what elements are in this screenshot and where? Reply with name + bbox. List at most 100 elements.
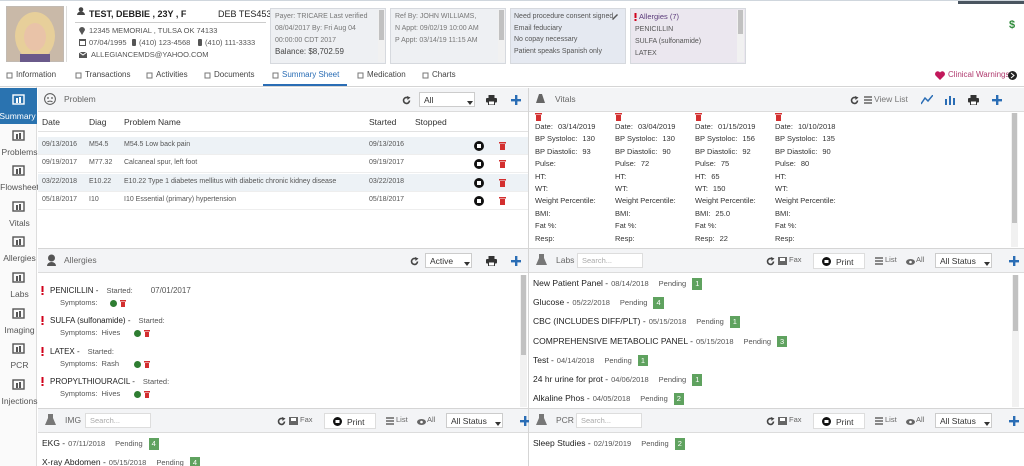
sidebar-item[interactable]: Summary bbox=[0, 111, 36, 121]
view-list-button[interactable]: View List bbox=[874, 94, 908, 104]
add-button[interactable] bbox=[511, 95, 521, 105]
edit-icon[interactable] bbox=[611, 12, 619, 20]
sidebar-item[interactable]: Flowsheet bbox=[0, 182, 39, 193]
approve-button[interactable] bbox=[134, 360, 141, 368]
tab[interactable]: Documents bbox=[214, 70, 255, 79]
refresh-button[interactable] bbox=[850, 96, 859, 105]
delete-button[interactable] bbox=[144, 390, 150, 398]
all-button[interactable]: All bbox=[916, 255, 925, 264]
arrow-icon[interactable] bbox=[1008, 71, 1017, 80]
approve-button[interactable] bbox=[110, 300, 117, 307]
tab-icon bbox=[422, 72, 429, 79]
add-button[interactable] bbox=[1009, 416, 1019, 426]
tab[interactable]: Information bbox=[16, 70, 57, 79]
delete-button[interactable] bbox=[499, 196, 506, 205]
filter-select[interactable]: All Status bbox=[935, 413, 992, 428]
add-button[interactable] bbox=[520, 416, 530, 426]
all-button[interactable]: All bbox=[916, 415, 925, 424]
stop-button[interactable] bbox=[474, 195, 484, 206]
icon-part bbox=[464, 262, 470, 266]
approve-button[interactable] bbox=[134, 330, 141, 338]
sidebar-item[interactable]: Imaging bbox=[4, 324, 35, 335]
stop-button[interactable] bbox=[474, 177, 484, 188]
refresh-button[interactable] bbox=[766, 417, 775, 426]
filter-select[interactable]: All Status bbox=[446, 413, 503, 428]
add-button[interactable] bbox=[1009, 256, 1019, 266]
print-button[interactable]: Print bbox=[324, 413, 376, 429]
fax-button[interactable]: Fax bbox=[789, 255, 802, 264]
sidebar-item[interactable]: Labs bbox=[10, 289, 29, 299]
list-button[interactable]: List bbox=[885, 415, 897, 424]
delete-button[interactable] bbox=[775, 113, 782, 121]
icon-part bbox=[19, 168, 21, 175]
approve-button[interactable] bbox=[134, 390, 141, 398]
vital-row: Weight Percentile: bbox=[695, 197, 756, 205]
delete-button[interactable] bbox=[499, 178, 506, 187]
add-button[interactable] bbox=[992, 95, 1002, 105]
refresh-button[interactable] bbox=[402, 96, 411, 105]
print-button[interactable]: Print bbox=[813, 253, 865, 269]
tab[interactable]: Medication bbox=[367, 70, 406, 79]
sidebar-item[interactable]: Allergies bbox=[3, 253, 36, 264]
sidebar-item[interactable]: Vitals bbox=[9, 217, 30, 228]
print-button[interactable] bbox=[486, 95, 497, 106]
list-button[interactable]: List bbox=[396, 415, 408, 424]
tab[interactable]: Transactions bbox=[85, 70, 131, 79]
icon-part bbox=[12, 129, 25, 141]
add-button[interactable] bbox=[511, 256, 521, 266]
icon-part bbox=[134, 360, 141, 368]
icon-part bbox=[12, 165, 25, 176]
order-status: Pending bbox=[658, 375, 687, 384]
tab[interactable]: Activities bbox=[156, 70, 188, 79]
icon-part bbox=[875, 417, 883, 425]
stop-button[interactable] bbox=[474, 159, 484, 170]
vital-label: Resp: bbox=[695, 233, 715, 243]
sidebar-item[interactable]: PCR bbox=[10, 360, 29, 371]
scrollbar-track bbox=[737, 10, 744, 62]
stop-button[interactable] bbox=[474, 141, 484, 151]
filter-select[interactable]: Active bbox=[425, 253, 472, 268]
print-button[interactable] bbox=[968, 95, 979, 106]
icon-part bbox=[386, 423, 394, 425]
icon-part bbox=[12, 343, 25, 354]
print-button[interactable]: Print bbox=[813, 413, 865, 429]
balance-link[interactable]: $ bbox=[1009, 19, 1016, 31]
tab[interactable]: Charts bbox=[432, 70, 456, 79]
vital-value: 130 bbox=[582, 134, 595, 144]
icon-part bbox=[634, 19, 637, 21]
icon-part bbox=[984, 422, 990, 426]
icon-part bbox=[47, 100, 53, 103]
all-button[interactable]: All bbox=[427, 415, 436, 424]
refresh-button[interactable] bbox=[277, 417, 286, 426]
delete-button[interactable] bbox=[535, 113, 542, 121]
fax-button[interactable]: Fax bbox=[300, 415, 313, 424]
refresh-button[interactable] bbox=[766, 257, 775, 266]
divider bbox=[528, 88, 529, 466]
sidebar-icon bbox=[12, 235, 25, 248]
filter-select[interactable]: All bbox=[419, 92, 475, 107]
delete-button[interactable] bbox=[499, 142, 506, 150]
search-input[interactable]: Search... bbox=[576, 413, 642, 428]
delete-button[interactable] bbox=[120, 300, 126, 307]
fax-button[interactable]: Fax bbox=[789, 415, 802, 424]
clinical-warnings[interactable]: Clinical Warnings bbox=[948, 70, 1010, 79]
delete-button[interactable] bbox=[499, 160, 506, 169]
search-input[interactable]: Search... bbox=[577, 253, 643, 268]
print-button[interactable] bbox=[486, 256, 497, 267]
caret bbox=[467, 98, 473, 105]
refresh-button[interactable] bbox=[410, 257, 419, 266]
line-chart-button[interactable] bbox=[920, 94, 934, 105]
tab[interactable]: Summary Sheet bbox=[282, 70, 340, 79]
delete-button[interactable] bbox=[144, 330, 150, 338]
referral-line: Ref By: JOHN WILLIAMS, bbox=[395, 13, 477, 20]
filter-select[interactable]: All Status bbox=[935, 253, 992, 268]
sidebar-item[interactable]: Injections bbox=[1, 395, 38, 406]
delete-button[interactable] bbox=[144, 360, 150, 368]
vital-row: WT: bbox=[615, 185, 628, 193]
delete-button[interactable] bbox=[695, 113, 702, 121]
sidebar-item[interactable]: Problems bbox=[1, 146, 38, 157]
search-input[interactable]: Search... bbox=[85, 413, 151, 428]
list-button[interactable]: List bbox=[885, 255, 897, 264]
bar-chart-button[interactable] bbox=[944, 95, 956, 105]
delete-button[interactable] bbox=[615, 113, 622, 121]
